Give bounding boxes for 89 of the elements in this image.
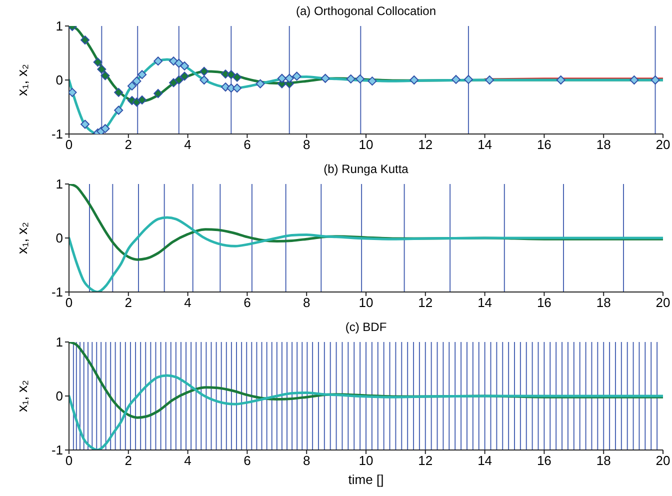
x-tick-label: 20 <box>656 137 670 152</box>
y-axis-title: x₁, x₂ <box>14 380 30 412</box>
y-tick-label: 0 <box>56 230 63 246</box>
chart-title: (b) Runga Kutta <box>322 162 410 176</box>
point <box>410 76 419 84</box>
point <box>284 74 294 83</box>
point <box>464 74 473 84</box>
point <box>100 124 110 134</box>
x-tick-label: 10 <box>358 453 374 468</box>
x-axis-title: time [] <box>348 472 384 487</box>
point <box>200 66 209 76</box>
point <box>114 106 124 115</box>
x-tick-label: 0 <box>65 137 73 152</box>
point <box>485 76 494 84</box>
point <box>180 72 190 81</box>
x-tick-label: 14 <box>478 453 492 468</box>
x-tick-label: 8 <box>302 453 310 468</box>
y-tick-label: 0 <box>56 72 63 88</box>
x-tick-label: 18 <box>596 137 611 152</box>
point <box>93 58 102 67</box>
point <box>127 81 136 90</box>
x-tick-label: 6 <box>244 295 251 310</box>
x-tick-label: 12 <box>418 137 433 152</box>
x-tick-label: 2 <box>124 137 132 152</box>
y-axis-title: x₁, x₂ <box>14 64 30 96</box>
point <box>138 95 147 104</box>
point <box>320 74 330 83</box>
point <box>256 79 265 88</box>
x-tick-label: 20 <box>656 295 670 310</box>
x-tick-label: 6 <box>244 137 251 152</box>
x-tick-label: 20 <box>656 453 670 468</box>
x-tick-label: 16 <box>536 453 552 468</box>
point <box>200 76 209 84</box>
point <box>154 56 163 66</box>
point <box>232 72 242 82</box>
x-tick-label: 18 <box>596 295 611 310</box>
y-tick-label: 1 <box>56 334 63 350</box>
point <box>69 88 77 97</box>
point <box>100 71 110 80</box>
point <box>292 72 302 81</box>
point <box>154 89 163 98</box>
x-tick-label: 10 <box>358 295 374 310</box>
point <box>630 76 639 84</box>
x-tick-label: 0 <box>65 295 73 310</box>
point <box>356 74 365 84</box>
point <box>114 88 124 97</box>
y-tick-label: -1 <box>51 442 63 458</box>
x-tick-label: 10 <box>358 137 374 152</box>
x-tick-label: 2 <box>124 453 132 468</box>
point <box>368 76 377 86</box>
x-tick-label: 18 <box>596 453 611 468</box>
y-tick-label: -1 <box>51 126 63 142</box>
x-tick-label: 4 <box>184 453 192 468</box>
y-tick-label: -1 <box>51 284 63 300</box>
y-tick-label: 1 <box>56 18 63 34</box>
point <box>346 74 356 84</box>
x-tick-label: 0 <box>65 453 73 468</box>
point <box>556 76 566 84</box>
x-tick-label: 12 <box>418 295 433 310</box>
x-tick-label: 2 <box>124 295 132 310</box>
point <box>174 58 184 68</box>
x-tick-label: 8 <box>302 137 310 152</box>
point <box>277 74 286 83</box>
x-tick-label: 8 <box>302 295 310 310</box>
y-axis-title: x₁, x₂ <box>14 222 30 254</box>
point <box>80 36 90 45</box>
point <box>132 76 142 86</box>
y-tick-label: 1 <box>56 176 63 192</box>
point <box>138 70 147 80</box>
point <box>180 61 190 70</box>
point <box>650 76 660 84</box>
chart-title: (c) BDF <box>344 320 388 334</box>
point <box>232 84 242 93</box>
x-tick-label: 14 <box>478 295 492 310</box>
chart-title: (a) Orthogonal Collocation <box>294 4 438 18</box>
x-tick-label: 4 <box>184 295 192 310</box>
x-tick-label: 16 <box>536 137 552 152</box>
x-tick-label: 16 <box>536 295 552 310</box>
point <box>451 74 460 84</box>
x-tick-label: 14 <box>478 137 492 152</box>
point <box>226 70 236 80</box>
x-tick-label: 6 <box>244 453 251 468</box>
x-tick-label: 12 <box>418 453 433 468</box>
point <box>97 64 106 74</box>
y-tick-label: 0 <box>56 388 63 404</box>
point <box>132 98 142 107</box>
point <box>80 120 90 129</box>
x-tick-label: 4 <box>184 137 192 152</box>
point <box>174 76 184 84</box>
